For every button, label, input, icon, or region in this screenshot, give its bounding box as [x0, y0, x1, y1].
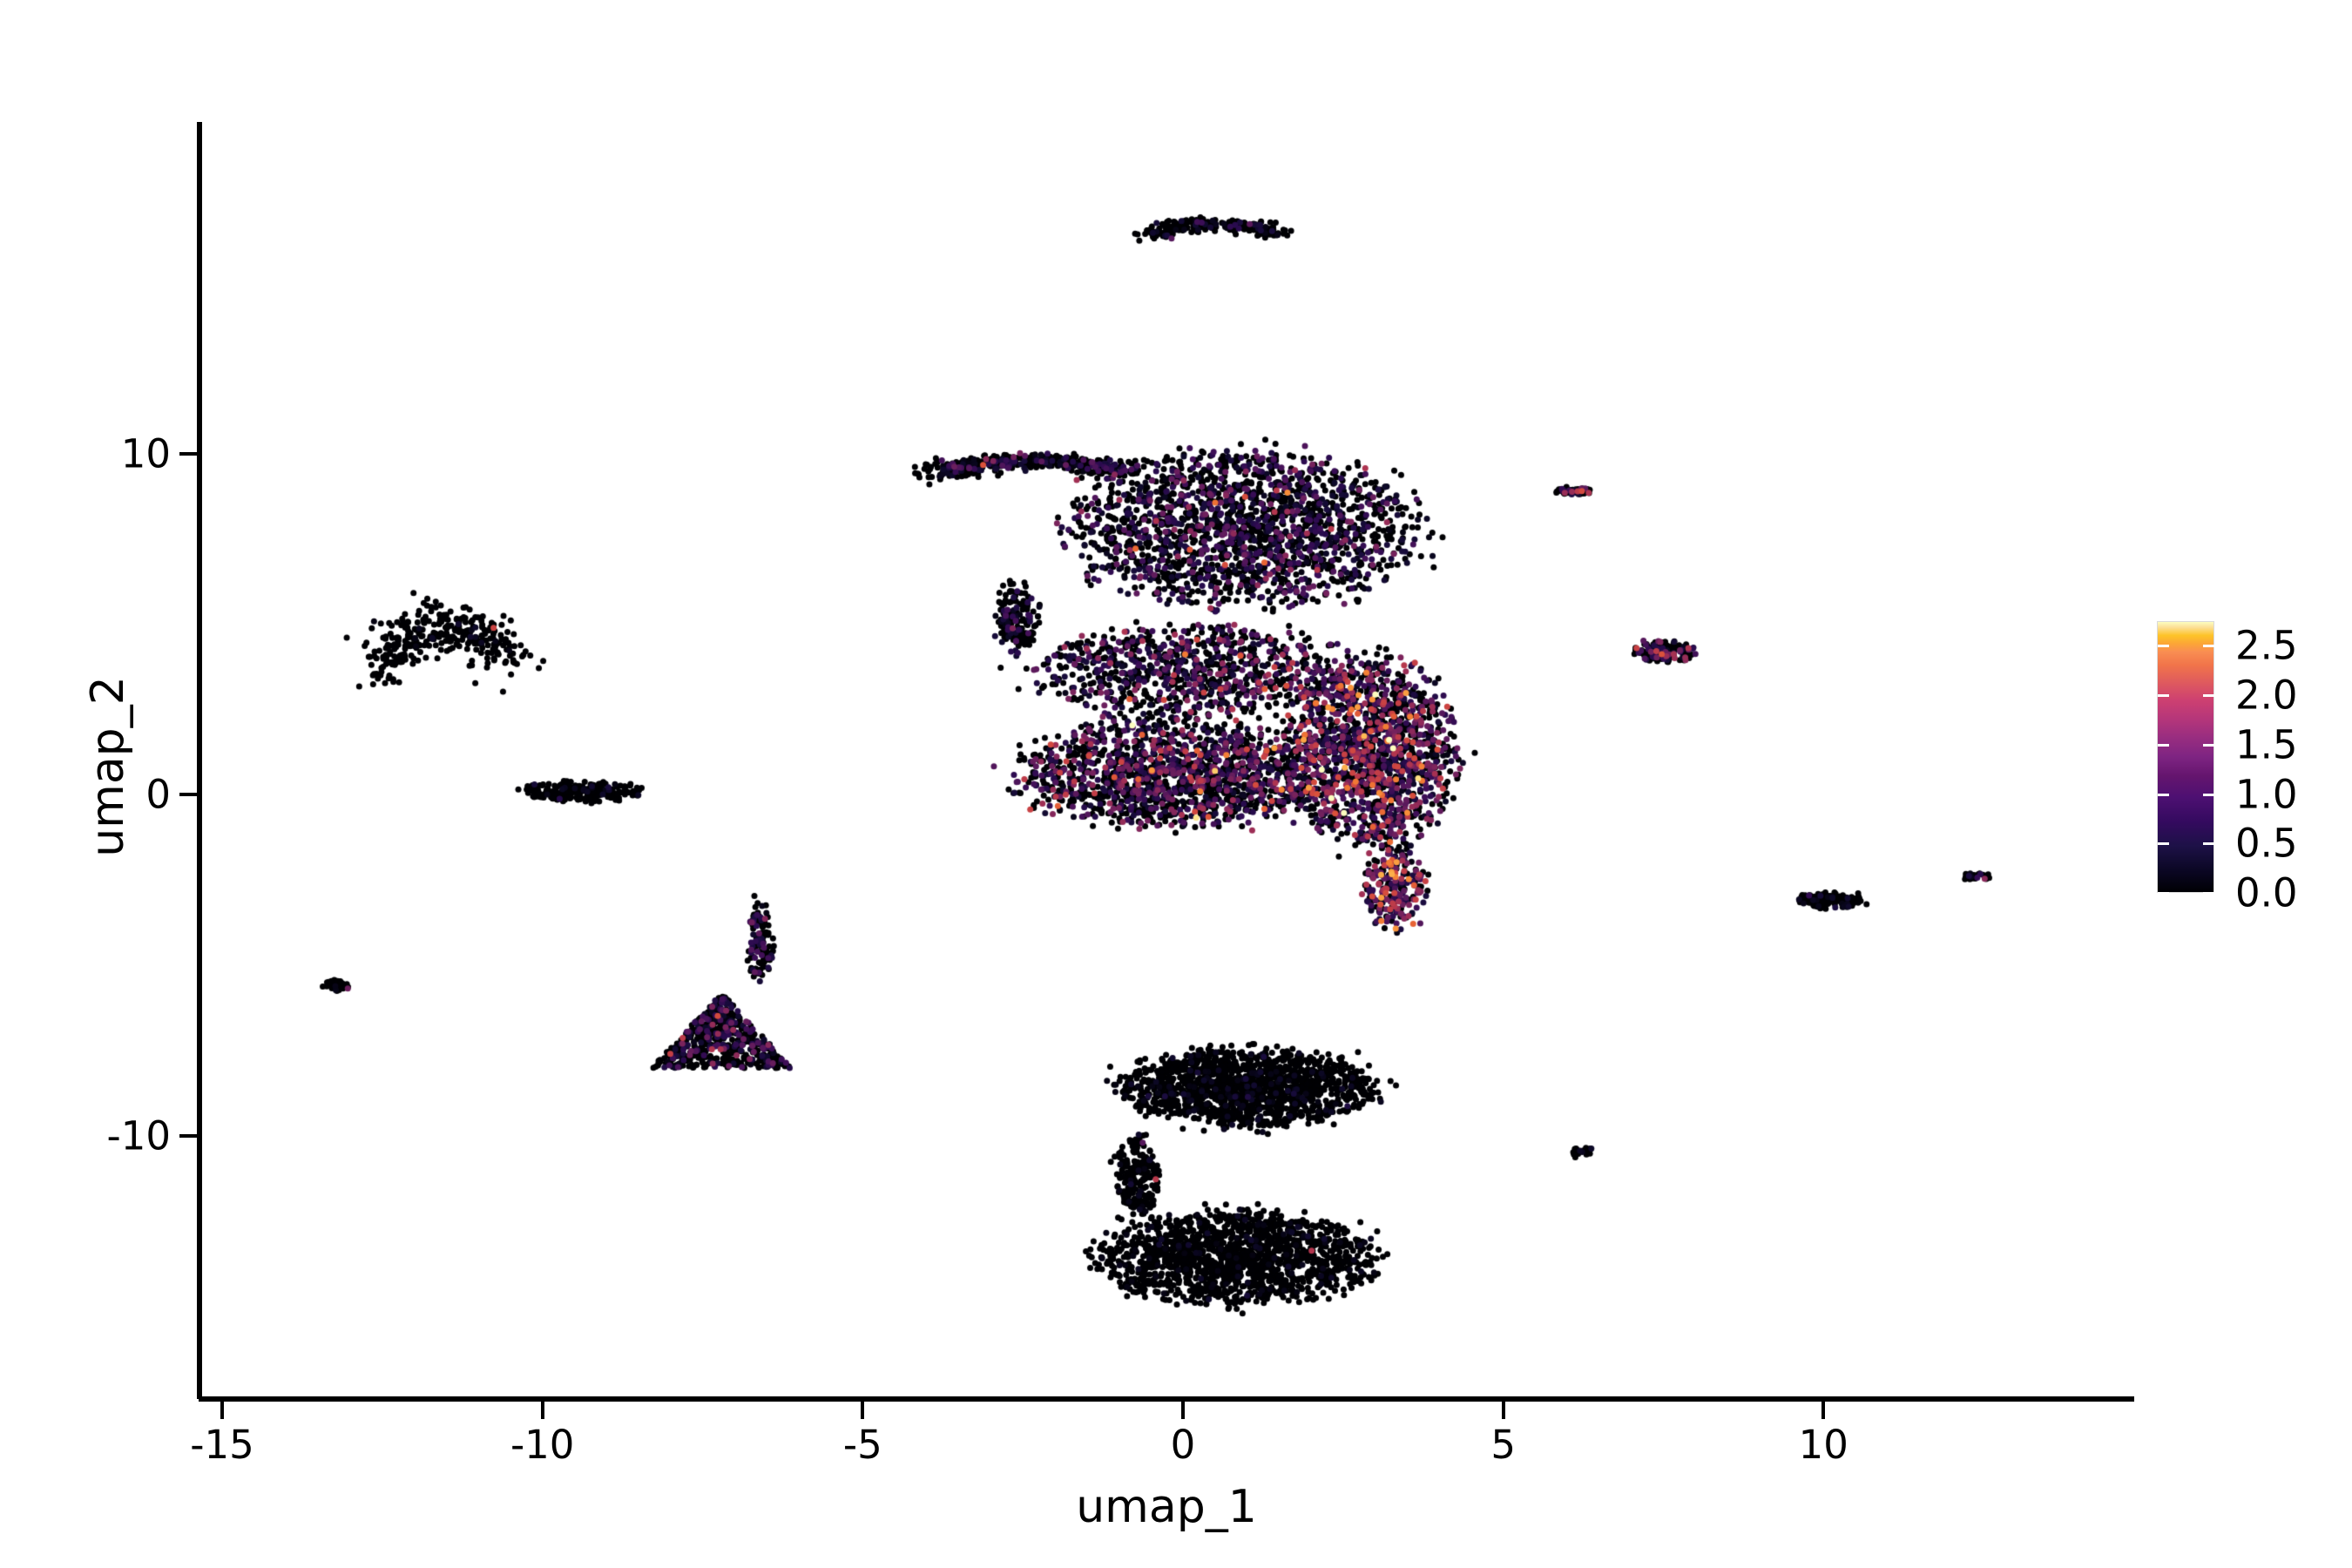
colorbar-tick-label: 0.0 [2235, 869, 2298, 916]
colorbar-gradient [2157, 621, 2214, 893]
x-tick-label: 10 [1798, 1422, 1848, 1468]
colorbar-tick-mark [2203, 694, 2214, 698]
colorbar-tick-label: 1.0 [2235, 771, 2298, 818]
colorbar-tick-label: 2.0 [2235, 672, 2298, 719]
colorbar-tick-mark [2203, 793, 2214, 796]
colorbar-tick-mark [2158, 892, 2169, 895]
x-tick-mark [861, 1402, 865, 1419]
x-axis-label: umap_1 [1076, 1481, 1257, 1533]
x-tick-label: -5 [842, 1422, 882, 1468]
x-tick-mark [1821, 1402, 1826, 1419]
colorbar-tick-mark [2158, 694, 2169, 698]
x-tick-label: 5 [1490, 1422, 1516, 1468]
y-tick-label: 10 [120, 430, 171, 476]
x-tick-label: -10 [510, 1422, 575, 1468]
colorbar-tick-mark [2158, 793, 2169, 796]
y-tick-mark [179, 451, 197, 456]
y-tick-mark [179, 793, 197, 796]
colorbar-tick-label: 1.5 [2235, 721, 2298, 768]
colorbar-tick-mark [2203, 842, 2214, 846]
colorbar-tick-mark [2158, 743, 2169, 747]
x-tick-mark [540, 1402, 544, 1419]
x-tick-label: 0 [1170, 1422, 1196, 1468]
y-tick-label: 0 [145, 771, 171, 818]
colorbar-tick-mark [2203, 892, 2214, 895]
x-tick-mark [220, 1402, 225, 1419]
colorbar-tick-mark [2203, 743, 2214, 747]
colorbar-tick-label: 0.5 [2235, 820, 2298, 867]
y-tick-label: -10 [106, 1112, 172, 1159]
colorbar-tick-mark [2158, 842, 2169, 846]
colorbar-tick-mark [2158, 645, 2169, 648]
x-tick-mark [1501, 1402, 1505, 1419]
y-axis-label: umap_2 [81, 676, 134, 857]
x-tick-mark [1181, 1402, 1185, 1419]
x-axis-spine [199, 1396, 2134, 1402]
x-tick-label: -15 [190, 1422, 254, 1468]
colorbar-tick-label: 2.5 [2235, 622, 2298, 669]
y-tick-mark [179, 1133, 197, 1138]
colorbar-tick-mark [2203, 645, 2214, 648]
y-axis-spine [197, 122, 202, 1399]
